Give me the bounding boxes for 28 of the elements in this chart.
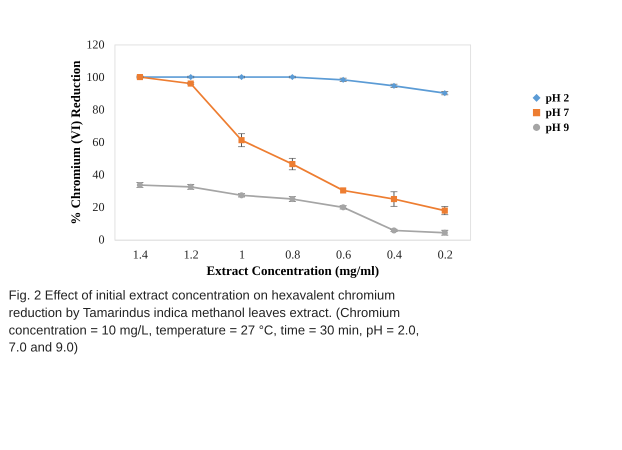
x-tick-label: 0.4 xyxy=(386,247,402,262)
y-tick-label: 0 xyxy=(98,232,105,247)
y-tick-label: 20 xyxy=(92,200,105,214)
point xyxy=(188,80,194,87)
point xyxy=(289,74,296,80)
y-axis-title: % Chromium (VI) Reduction xyxy=(68,60,84,225)
x-tick-label: 1.2 xyxy=(184,247,199,262)
legend-label: pH 2 xyxy=(546,92,570,104)
y-tick-label: 80 xyxy=(92,102,105,116)
legend-label: pH 7 xyxy=(546,107,570,120)
y-tick-label: 120 xyxy=(86,37,105,52)
x-tick-label: 0.2 xyxy=(438,247,453,262)
x-tick-label: 0.8 xyxy=(285,247,300,262)
x-axis-title: Extract Concentration (mg/ml) xyxy=(206,262,380,278)
point xyxy=(238,137,245,144)
point xyxy=(340,187,346,194)
x-tick-label: 1 xyxy=(238,247,246,262)
x-tick-label: 0.6 xyxy=(336,247,352,262)
point xyxy=(289,161,296,168)
legend-label: pH 9 xyxy=(546,122,570,134)
x-tick-label: 1.4 xyxy=(132,247,148,262)
point xyxy=(188,74,194,80)
y-tick-label: 40 xyxy=(92,168,105,182)
caption: Fig. 2 Effect of initial extract concentration on hexavalent chromium reduction by Tamarindus indica methanol leaves extract. (Chromium concentration = 10 mg/L, temperature = 27 °C, time = 30 min, pH = 2.0, 7.0 and 9.0) xyxy=(8,288,420,355)
point xyxy=(390,196,398,202)
y-tick-label: 60 xyxy=(92,135,105,150)
point xyxy=(238,74,245,80)
y-tick-label: 100 xyxy=(86,70,105,84)
